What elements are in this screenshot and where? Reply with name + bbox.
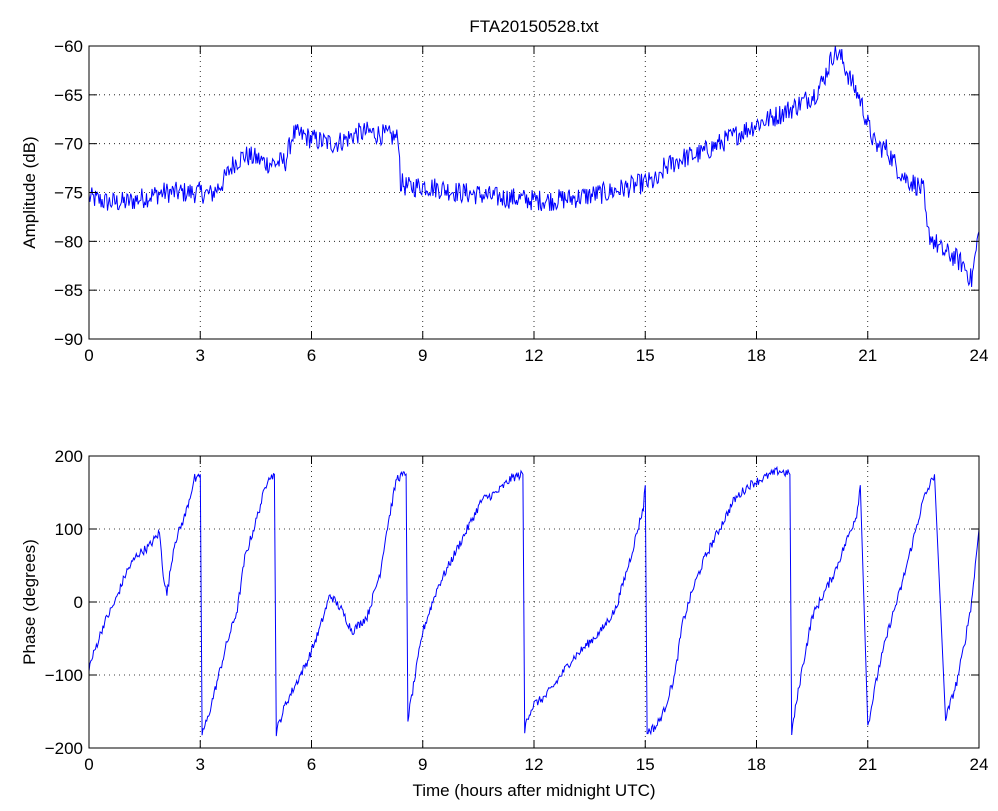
amplitude-ytick-label: −90 bbox=[54, 330, 83, 349]
phase-xtick-label: 18 bbox=[747, 755, 766, 774]
phase-xtick-label: 21 bbox=[858, 755, 877, 774]
phase-xtick-label: 9 bbox=[418, 755, 427, 774]
phase-x-axis-label: Time (hours after midnight UTC) bbox=[412, 781, 655, 800]
amplitude-xtick-label: 21 bbox=[858, 346, 877, 365]
amplitude-xtick-label: 3 bbox=[196, 346, 205, 365]
amplitude-xtick-label: 15 bbox=[636, 346, 655, 365]
amplitude-xtick-label: 18 bbox=[747, 346, 766, 365]
amplitude-xtick-label: 24 bbox=[970, 346, 989, 365]
amplitude-xtick-label: 6 bbox=[307, 346, 316, 365]
phase-xtick-label: 15 bbox=[636, 755, 655, 774]
phase-xtick-label: 12 bbox=[525, 755, 544, 774]
amplitude-ytick-label: −70 bbox=[54, 135, 83, 154]
amplitude-axes: 0 3 6 9 12 15 18 21 24 −90 −85 −80 −75 −70 −65 −60 FTA20… bbox=[20, 17, 988, 365]
amplitude-y-axis-label: Amplitude (dB) bbox=[20, 136, 39, 248]
amplitude-ytick-label: −85 bbox=[54, 281, 83, 300]
phase-ytick-label: 100 bbox=[55, 520, 83, 539]
phase-ytick-label: −100 bbox=[45, 666, 83, 685]
phase-xtick-label: 3 bbox=[196, 755, 205, 774]
phase-y-axis-label: Phase (degrees) bbox=[20, 539, 39, 665]
amplitude-ytick-label: −65 bbox=[54, 86, 83, 105]
amplitude-xtick-label: 0 bbox=[84, 346, 93, 365]
amplitude-series-line bbox=[88, 45, 980, 288]
phase-series-line bbox=[88, 465, 980, 737]
phase-ytick-label: 200 bbox=[55, 447, 83, 466]
phase-ytick-label: −200 bbox=[45, 739, 83, 758]
amplitude-xtick-label: 12 bbox=[525, 346, 544, 365]
phase-axes: 0 3 6 9 12 15 18 21 24 −200 −100 0 100 200 Phase (degr… bbox=[20, 447, 988, 800]
amplitude-chart-title: FTA20150528.txt bbox=[469, 17, 598, 36]
amplitude-xtick-label: 9 bbox=[418, 346, 427, 365]
amplitude-ytick-label: −75 bbox=[54, 184, 83, 203]
phase-xtick-label: 24 bbox=[970, 755, 989, 774]
amplitude-ytick-label: −60 bbox=[54, 37, 83, 56]
phase-ytick-label: 0 bbox=[74, 593, 83, 612]
amplitude-ytick-label: −80 bbox=[54, 232, 83, 251]
phase-xtick-label: 0 bbox=[84, 755, 93, 774]
phase-xtick-label: 6 bbox=[307, 755, 316, 774]
